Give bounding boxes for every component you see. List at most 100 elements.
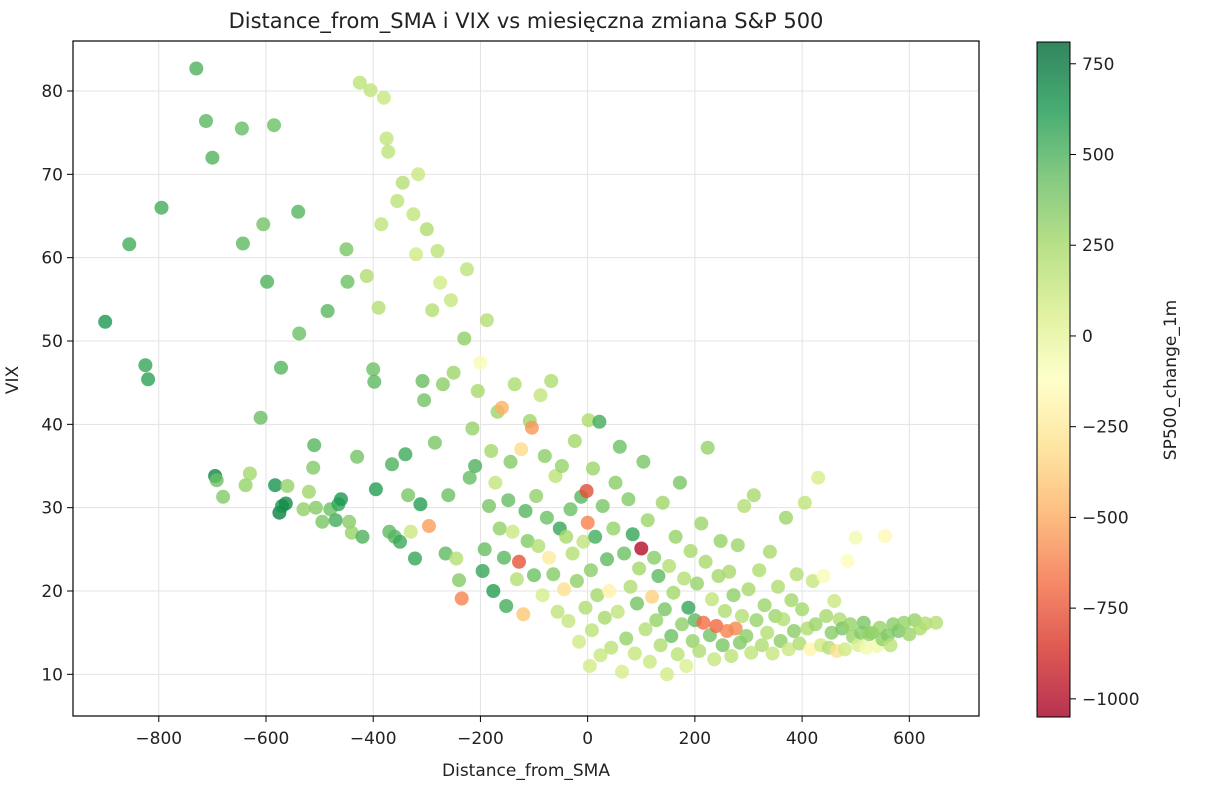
data-point [509,572,524,587]
colorbar-ticks: 750 500 250 0 −250 −500 −750 −1000 [1070,55,1140,710]
data-point [253,410,268,425]
data-point [590,588,605,603]
data-point [612,439,627,454]
data-point [280,479,295,493]
data-point [417,393,432,408]
x-tick-label: −600 [243,729,290,749]
data-point [878,529,893,543]
data-point [546,567,561,582]
data-point [501,493,516,508]
data-point [242,466,257,481]
data-point [741,582,756,597]
data-point [651,569,666,583]
data-point [657,602,672,617]
data-point [896,615,911,630]
data-point [537,449,552,463]
data-point [122,237,137,252]
data-point [694,516,709,531]
data-point [762,544,777,559]
chart-title: Distance_from_SMA i VIX vs miesięczna zm… [229,9,824,34]
data-point [376,90,391,105]
data-point [342,514,357,529]
data-point [724,649,739,663]
data-point [559,529,574,544]
data-point [278,496,293,511]
data-point [401,488,416,503]
data-point [565,546,580,561]
colorbar [1036,41,1071,718]
data-point [419,222,434,237]
data-point [588,529,603,544]
data-point [339,242,354,257]
data-point [632,561,647,576]
data-point [660,667,674,682]
x-tick-label: −200 [457,729,504,749]
data-point [563,502,578,517]
data-point [593,648,608,663]
data-point [730,538,745,553]
data-point [672,475,687,490]
colorbar-tick-label: 250 [1082,236,1114,256]
data-point [902,627,917,642]
y-tick-label: 60 [41,249,63,269]
data-point [797,495,812,510]
colorbar-tick-label: −250 [1082,418,1129,438]
data-point [819,609,834,623]
data-point [929,615,944,630]
data-point [366,362,381,377]
data-point [260,274,275,289]
data-point [580,515,595,530]
data-point [374,217,389,232]
data-point [379,131,394,146]
data-point [256,217,271,232]
data-point [681,600,696,615]
colorbar-label: SP500_change_1m [1161,300,1181,460]
data-point [425,303,440,318]
data-point [308,500,323,515]
y-tick-label: 80 [41,82,63,102]
data-point [238,478,253,493]
colorbar-frame [1036,41,1071,718]
data-point [371,300,386,315]
data-point [636,454,651,469]
data-point [435,377,450,392]
data-point [381,144,396,159]
data-point [475,564,490,578]
data-point [355,529,370,544]
data-point [700,440,715,455]
x-tick-label: 400 [786,729,818,749]
data-point [533,388,548,403]
data-point [409,247,424,262]
colorbar-tick-label: −1000 [1082,690,1140,710]
data-point [430,244,445,258]
data-point [306,460,321,475]
data-point [446,365,461,380]
x-axis-ticks: −800 −600 −400 −200 0 200 400 600 [135,716,926,749]
data-point [470,384,485,398]
data-point [592,414,607,429]
data-point [98,314,113,329]
data-point [744,645,759,660]
data-point [385,457,399,472]
data-point [315,514,330,529]
data-point [856,615,871,630]
data-point [579,484,594,498]
data-point [883,638,898,653]
data-point [548,469,563,483]
data-point [662,559,677,573]
data-point [634,541,649,556]
data-point [359,269,374,283]
data-point [291,204,306,219]
data-point [557,582,572,597]
data-point [675,617,689,632]
data-point [544,374,559,388]
data-point [623,579,638,594]
data-point [393,534,407,549]
data-point [795,602,810,617]
data-point [692,644,707,658]
data-point [460,262,474,277]
data-point [617,546,632,561]
data-point [352,75,367,90]
data-point [216,489,231,504]
